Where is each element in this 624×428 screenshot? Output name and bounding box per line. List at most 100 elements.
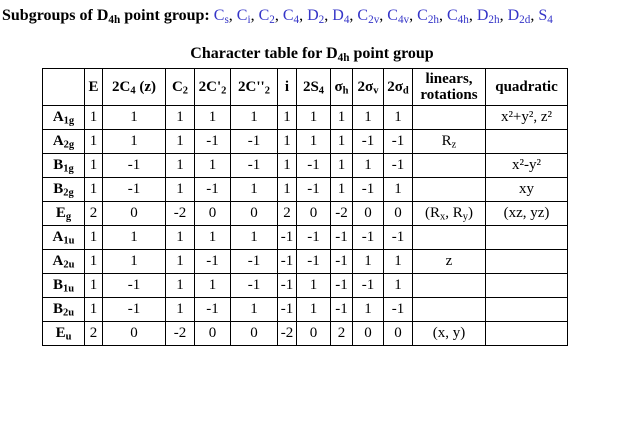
character-cell: 1: [330, 153, 353, 178]
header-row: E 2C4 (z) C2 2C'2 2C''2 i 2S4 σh 2σv 2σd linears, r…: [42, 68, 568, 106]
character-cell: 0: [230, 201, 278, 226]
character-cell: 1: [296, 129, 331, 154]
character-cell: 1: [165, 129, 195, 154]
irrep-label: A1g: [42, 105, 85, 130]
irrep-label: B2u: [42, 297, 85, 322]
subgroup-subscript: 4: [293, 13, 300, 26]
class-header: 2σd: [383, 68, 413, 106]
quadratic-cell: [485, 321, 568, 346]
subgroup-link[interactable]: C2h: [417, 7, 439, 26]
character-cell: -1: [330, 297, 353, 322]
character-cell: -1: [383, 225, 413, 250]
character-cell: -1: [102, 153, 166, 178]
character-cell: -1: [102, 297, 166, 322]
subgroup-link[interactable]: C2: [258, 7, 275, 26]
character-cell: 1: [277, 105, 297, 130]
subgroup-link[interactable]: D4: [332, 7, 350, 26]
character-cell: -1: [277, 297, 297, 322]
class-header: σh: [330, 68, 353, 106]
character-cell: 1: [84, 129, 103, 154]
character-cell: -1: [383, 297, 413, 322]
character-cell: -1: [296, 153, 331, 178]
character-cell: -1: [230, 153, 278, 178]
subgroup-letter: D: [476, 7, 489, 24]
character-cell: -2: [277, 321, 297, 346]
subgroup-link[interactable]: Cs: [214, 7, 229, 25]
character-cell: 1: [165, 297, 195, 322]
character-cell: 1: [230, 297, 278, 322]
character-cell: -2: [165, 321, 195, 346]
character-cell: 1: [84, 249, 103, 274]
quadratic-cell: [485, 225, 568, 250]
character-cell: 1: [277, 177, 297, 202]
character-cell: -1: [296, 225, 331, 250]
subgroup-subscript: 2: [269, 13, 275, 26]
linear-cell: [412, 273, 486, 298]
character-cell: 1: [84, 273, 103, 298]
subgroup-link[interactable]: C4v: [387, 7, 410, 26]
character-cell: 1: [352, 249, 384, 274]
character-cell: 0: [352, 321, 384, 346]
character-cell: 1: [165, 153, 195, 178]
subgroup-letter: C: [387, 7, 398, 24]
subgroup-link[interactable]: C4: [282, 7, 300, 26]
character-cell: -2: [165, 201, 195, 226]
character-cell: 0: [230, 321, 278, 346]
subgroup-link[interactable]: D2: [307, 7, 324, 25]
character-cell: 1: [102, 105, 166, 130]
character-cell: 0: [383, 321, 413, 346]
character-cell: 1: [383, 105, 413, 130]
character-cell: -1: [277, 225, 297, 250]
character-cell: -1: [383, 129, 413, 154]
character-cell: 1: [330, 105, 353, 130]
subgroup-letter: C: [258, 7, 270, 24]
subgroup-link[interactable]: S4: [538, 7, 553, 26]
table-caption: Character table for D4h point group: [190, 45, 434, 64]
character-cell: 1: [165, 273, 195, 298]
character-cell: 1: [194, 105, 231, 130]
character-cell: 1: [84, 297, 103, 322]
character-cell: 0: [102, 321, 166, 346]
character-cell: 1: [330, 129, 353, 154]
quadratic-cell: [485, 249, 568, 274]
subgroup-link[interactable]: C4h: [447, 7, 469, 25]
character-cell: -1: [194, 297, 231, 322]
quadratic-cell: x²+y², z²: [485, 105, 568, 130]
character-cell: 1: [230, 105, 278, 130]
character-cell: -1: [330, 225, 353, 250]
subgroup-link[interactable]: Ci: [237, 7, 251, 25]
subgroup-letter: S: [538, 7, 548, 24]
subgroup-subscript: 4v: [397, 13, 410, 26]
subgroup-subscript: 4: [343, 13, 350, 26]
character-cell: -1: [383, 153, 413, 178]
subgroup-subscript: 4: [547, 13, 553, 26]
subgroup-link[interactable]: D2d: [508, 7, 531, 25]
table-row: A1u 1 1 1 1 1 -1 -1 -1 -1 -1: [42, 225, 568, 250]
linear-cell: (Rx, Ry): [412, 201, 486, 226]
quadratic-header: quadratic: [485, 68, 568, 106]
character-cell: 0: [194, 201, 231, 226]
subgroup-letter: C: [282, 7, 294, 24]
subgroup-link[interactable]: C2v: [357, 7, 380, 26]
subgroup-subscript: 2h: [427, 13, 439, 26]
character-cell: 1: [84, 153, 103, 178]
character-cell: 1: [102, 225, 166, 250]
character-cell: 1: [352, 105, 384, 130]
character-cell: 1: [296, 273, 331, 298]
character-cell: -1: [352, 129, 384, 154]
character-cell: -1: [330, 273, 353, 298]
subgroup-subscript: 2v: [368, 13, 380, 26]
table-body: A1g 1 1 1 1 1 1 1 1 1 1 x²+y², z² A2g 1 1 1 -1 -1 1 1 1 -1 -1 R…: [42, 105, 568, 346]
linear-cell: [412, 153, 486, 178]
character-cell: 2: [277, 201, 297, 226]
character-cell: 1: [194, 153, 231, 178]
class-header: 2C4 (z): [102, 68, 166, 106]
character-cell: 1: [165, 225, 195, 250]
subgroup-link[interactable]: D2h: [476, 7, 500, 25]
character-cell: -1: [102, 273, 166, 298]
character-cell: 1: [165, 105, 195, 130]
table-row: Eg 2 0 -2 0 0 2 0 -2 0 0 (Rx, Ry) (xz, yz): [42, 201, 568, 226]
character-cell: 1: [383, 273, 413, 298]
character-cell: -1: [194, 129, 231, 154]
class-header: C2: [165, 68, 195, 106]
